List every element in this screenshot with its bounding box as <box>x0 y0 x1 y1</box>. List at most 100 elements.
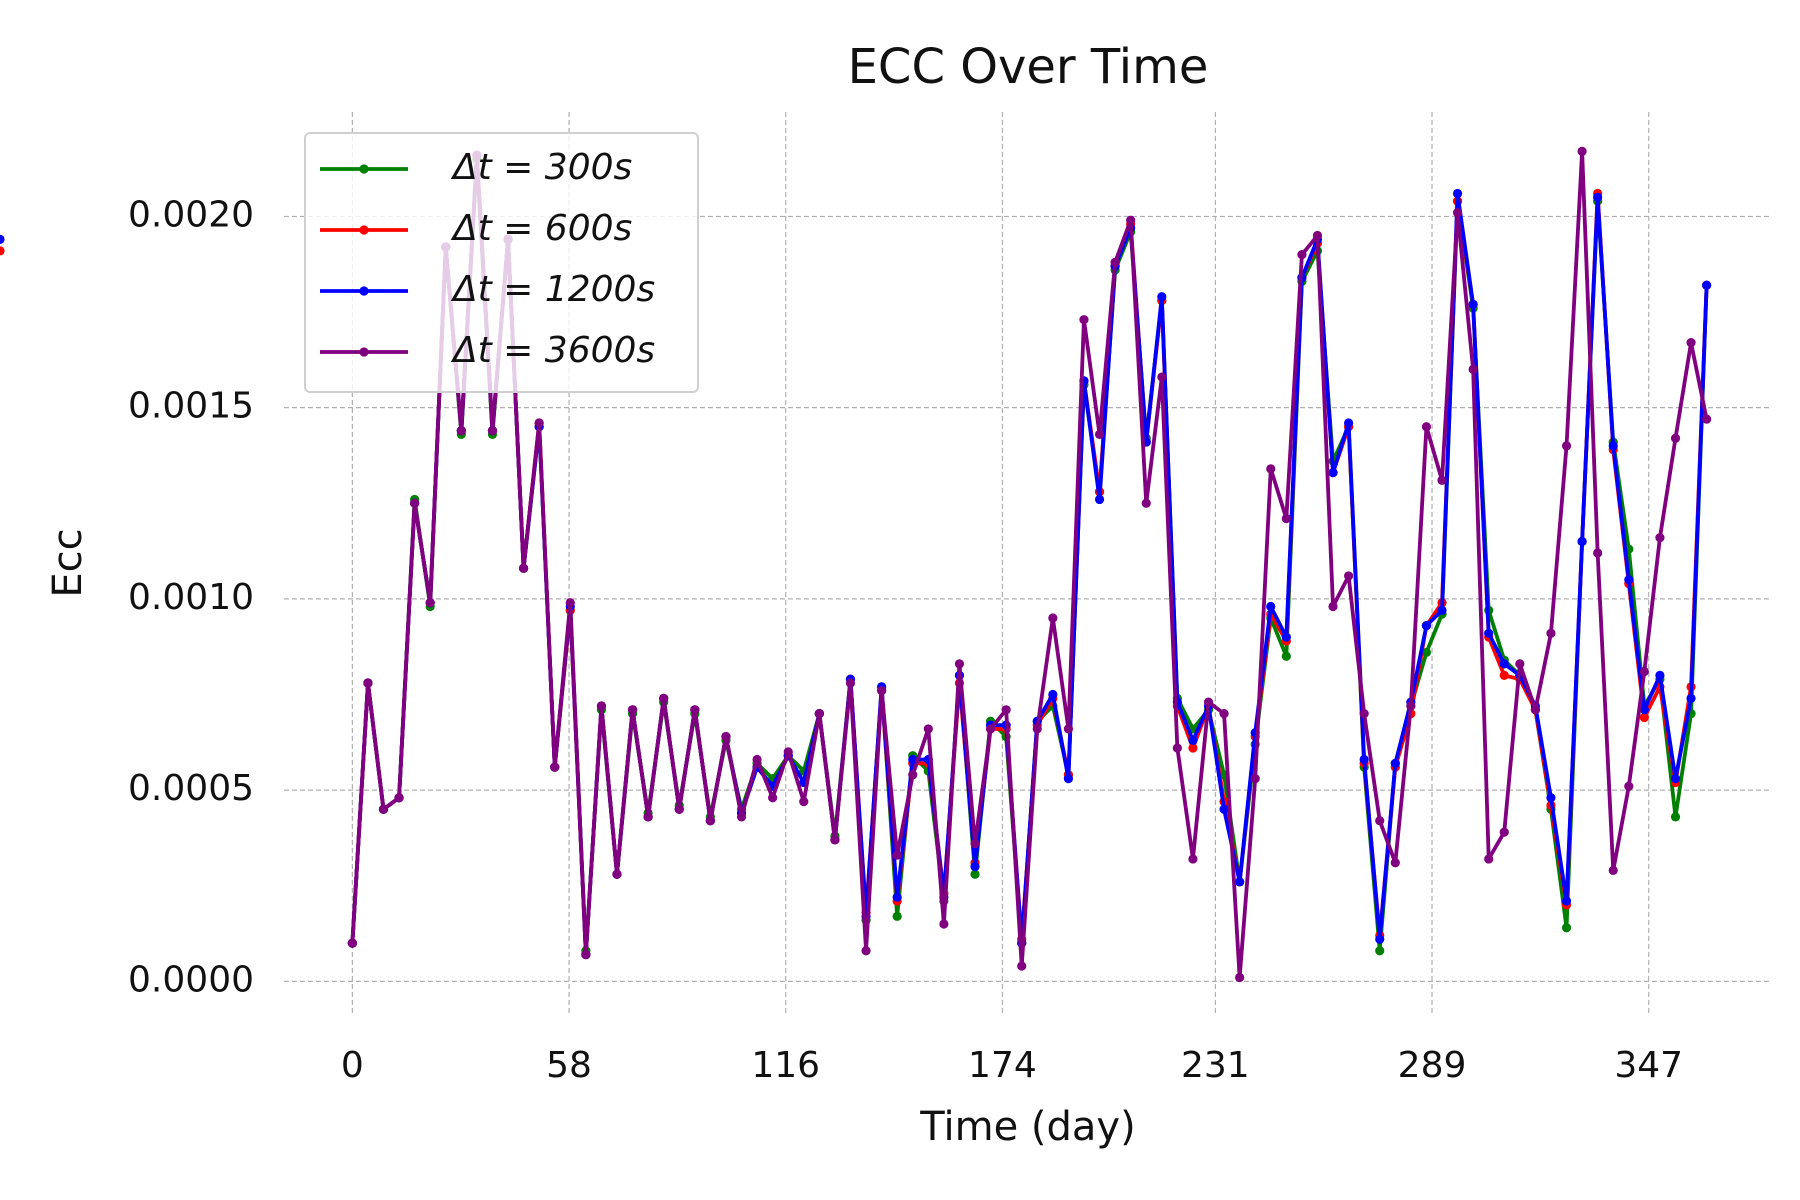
legend-label: Δt = 300s <box>450 147 632 188</box>
data-point <box>1001 705 1011 715</box>
data-point <box>1499 670 1509 680</box>
data-point <box>1328 601 1338 612</box>
data-point <box>1639 705 1649 715</box>
legend-marker <box>359 225 369 235</box>
data-point <box>394 793 404 803</box>
data-point <box>581 949 591 960</box>
data-point <box>1094 429 1105 440</box>
data-point <box>736 812 747 822</box>
data-point <box>1577 536 1587 547</box>
x-tick-label: 231 <box>1181 1045 1250 1086</box>
data-point <box>1593 192 1603 202</box>
data-point <box>410 498 420 508</box>
data-point <box>1344 418 1354 428</box>
data-point <box>1297 250 1307 260</box>
data-point <box>705 816 715 826</box>
data-point <box>1375 946 1385 956</box>
data-point <box>1686 338 1696 348</box>
data-point <box>378 804 389 814</box>
legend-marker <box>359 164 369 174</box>
data-point <box>425 598 435 608</box>
data-point <box>970 839 980 849</box>
data-point <box>0 246 5 256</box>
x-axis-label: Time (day) <box>919 1104 1135 1150</box>
data-point <box>985 724 996 734</box>
data-point <box>1670 812 1681 822</box>
data-point <box>1499 659 1509 669</box>
data-point <box>861 946 871 956</box>
data-point <box>1172 743 1182 753</box>
data-point <box>1126 215 1136 225</box>
legend-label: Δt = 600s <box>450 208 632 249</box>
data-point <box>1624 781 1634 791</box>
x-tick-label: 174 <box>968 1045 1037 1086</box>
data-point <box>1702 280 1712 290</box>
data-point <box>1048 689 1058 700</box>
data-point <box>1094 494 1105 505</box>
legend: Δt = 300s Δt = 600s Δt = 1200s Δt = 3600s <box>304 132 699 393</box>
data-point <box>1157 372 1167 382</box>
data-point <box>1561 441 1572 451</box>
data-point <box>596 701 607 711</box>
data-point <box>643 812 653 822</box>
data-point <box>1219 804 1229 814</box>
y-tick-label: 0.0000 <box>128 959 254 1000</box>
data-point <box>1546 628 1556 638</box>
data-point <box>830 835 840 845</box>
data-point <box>1593 548 1603 558</box>
data-point <box>1561 923 1572 933</box>
data-point <box>892 911 902 921</box>
data-point <box>1328 468 1338 478</box>
data-point <box>970 862 980 872</box>
data-point <box>627 705 638 715</box>
data-point <box>1203 697 1214 707</box>
data-point <box>1484 628 1494 638</box>
series <box>347 146 1712 983</box>
data-point <box>845 678 856 688</box>
data-point <box>1235 972 1245 983</box>
data-point <box>1235 877 1245 887</box>
data-point <box>1468 364 1478 374</box>
data-point <box>565 598 575 608</box>
data-point <box>721 731 731 742</box>
data-point <box>1468 299 1478 309</box>
data-point <box>1110 257 1120 267</box>
data-point <box>363 678 373 688</box>
data-point <box>1281 651 1291 661</box>
data-point <box>970 869 980 879</box>
data-point <box>1452 188 1463 199</box>
data-point <box>1250 774 1260 784</box>
data-point <box>456 425 466 436</box>
data-point <box>1437 475 1447 485</box>
data-point <box>954 659 965 669</box>
data-point <box>1624 575 1634 585</box>
series-line <box>350 149 1709 980</box>
data-point <box>1608 865 1618 876</box>
data-point <box>1063 724 1074 734</box>
data-point <box>1390 858 1400 868</box>
data-point <box>1452 207 1463 218</box>
data-point <box>1499 827 1509 837</box>
data-point <box>612 869 622 879</box>
data-point <box>1390 758 1400 768</box>
data-point <box>892 892 902 902</box>
data-point <box>1359 754 1369 765</box>
legend-marker <box>359 286 369 296</box>
data-point <box>1406 701 1416 711</box>
data-point <box>1670 433 1681 443</box>
chart-title: ECC Over Time <box>848 39 1209 95</box>
data-point <box>1561 896 1572 906</box>
data-point <box>1484 854 1494 864</box>
data-point <box>799 796 809 807</box>
data-point <box>1546 793 1556 803</box>
data-point <box>908 754 918 765</box>
data-point <box>1344 571 1354 581</box>
data-point <box>923 724 933 734</box>
data-point <box>752 754 762 765</box>
data-point <box>659 693 669 703</box>
data-point <box>1063 774 1074 784</box>
data-point <box>1577 146 1587 156</box>
data-point <box>1188 735 1198 745</box>
